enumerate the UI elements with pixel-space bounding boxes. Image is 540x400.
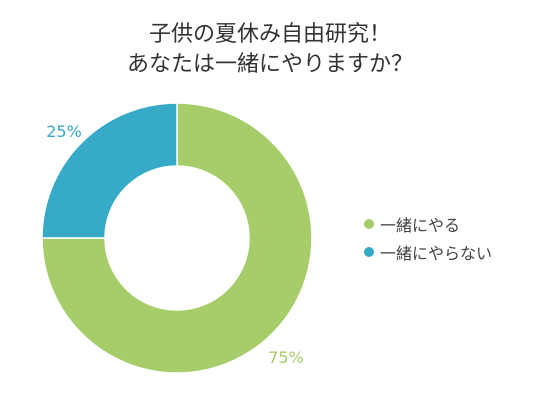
legend-item-do-together: 一緒にやる <box>364 212 492 236</box>
donut-slice-1 <box>41 102 178 239</box>
legend-label: 一緒にやらない <box>380 244 493 263</box>
legend-item-not-together: 一緒にやらない <box>364 240 492 264</box>
donut-slice-0 <box>41 102 313 374</box>
slice-value-label-0: 75% <box>268 348 304 367</box>
chart-title-line-2: あなたは一緒にやりますか？ <box>126 52 413 77</box>
slice-value-label-1: 25% <box>46 122 82 141</box>
chart-legend: 一緒にやる 一緒にやらない <box>364 212 492 268</box>
legend-swatch <box>364 247 374 257</box>
chart-title: 子供の夏休み自由研究！ あなたは一緒にやりますか？ <box>0 20 540 80</box>
chart-title-line-1: 子供の夏休み自由研究！ <box>148 22 391 47</box>
legend-label: 一緒にやる <box>380 216 461 235</box>
legend-swatch <box>364 219 374 229</box>
